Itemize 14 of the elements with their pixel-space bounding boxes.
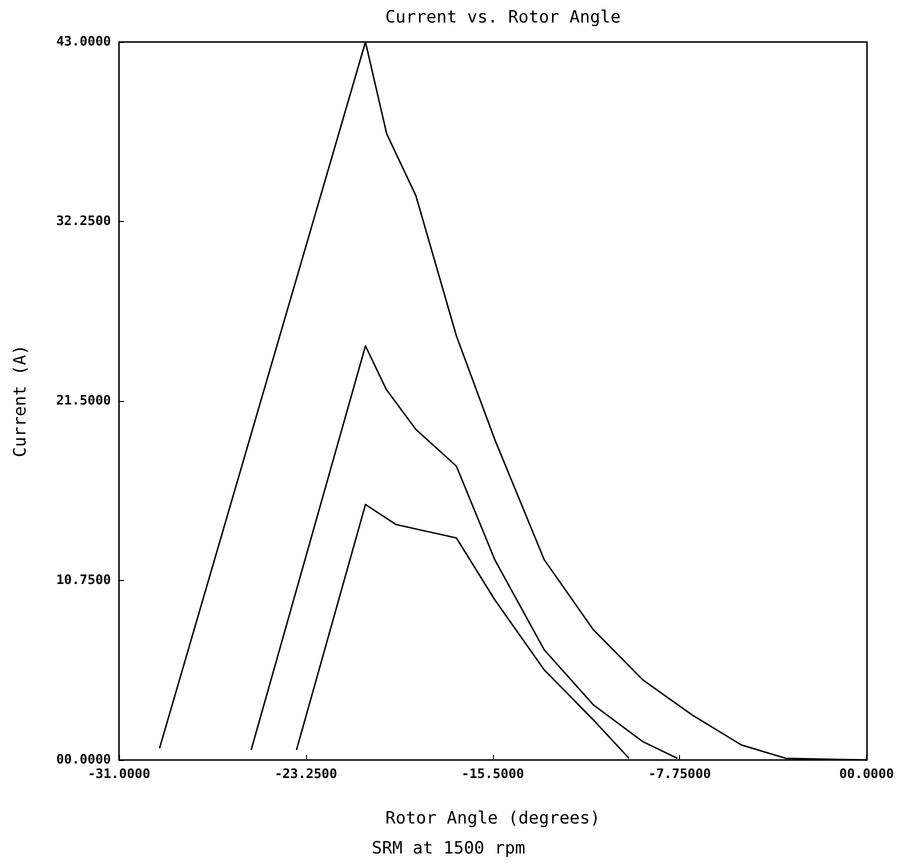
y-axis-title: Current (A) bbox=[10, 344, 30, 458]
y-tick-label: 00.0000 bbox=[56, 752, 112, 768]
x-tick-label: -15.5000 bbox=[461, 767, 524, 782]
y-tick-label: 43.0000 bbox=[56, 34, 112, 50]
x-axis-title: Rotor Angle (degrees) bbox=[385, 808, 600, 828]
x-tick-label: -31.0000 bbox=[88, 767, 150, 782]
x-tick-label: -7.75000 bbox=[648, 767, 712, 782]
chart-title: Current vs. Rotor Angle bbox=[385, 8, 621, 28]
y-tick-label: 21.5000 bbox=[56, 394, 112, 408]
y-tick-label: 32.2500 bbox=[56, 214, 112, 229]
x-tick-label: 00.0000 bbox=[839, 767, 894, 782]
text: SRM at 1500 rpm bbox=[372, 838, 526, 858]
x-tick-label: -23.2500 bbox=[274, 767, 338, 782]
y-tick-label: 10.7500 bbox=[56, 573, 112, 588]
